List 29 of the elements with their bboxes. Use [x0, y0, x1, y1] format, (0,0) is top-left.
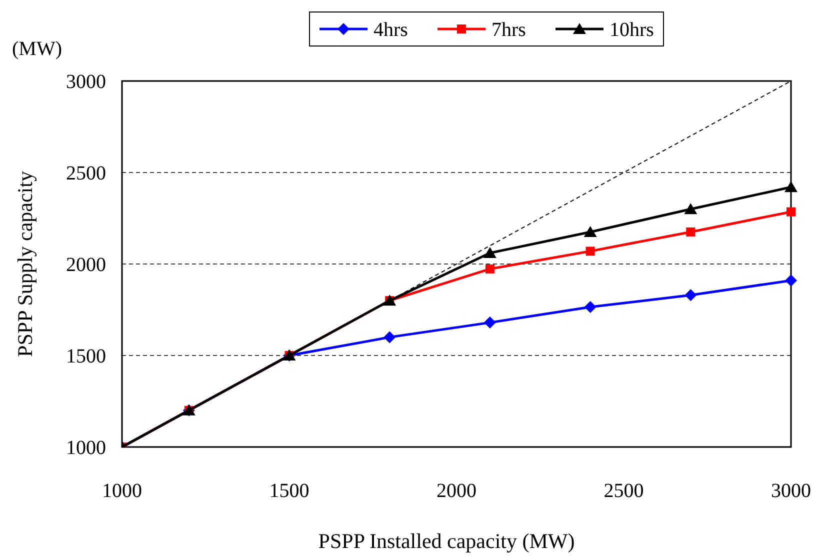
y-tick-label: 1500 [66, 346, 106, 368]
point [586, 246, 595, 256]
y-tick-label: 1000 [66, 437, 106, 459]
legend-label: 4hrs [374, 19, 408, 41]
x-tick-label: 2000 [436, 480, 476, 502]
point [483, 247, 496, 258]
x-tick-label: 1500 [269, 480, 310, 502]
point [686, 227, 696, 236]
point [484, 316, 496, 329]
x-tick-label: 2500 [604, 480, 644, 502]
x-tick-label: 1000 [102, 480, 142, 502]
x-tick-label: 3000 [771, 480, 811, 502]
point [485, 264, 494, 274]
text: (MW) [12, 38, 62, 60]
y-tick-label: 3000 [66, 71, 106, 93]
point [584, 301, 596, 314]
point [384, 331, 396, 344]
point [786, 207, 796, 216]
y-tick-label: 2500 [66, 162, 106, 184]
point [784, 181, 798, 192]
legend-label: 10hrs [610, 19, 654, 41]
y-tick-label: 2000 [66, 254, 106, 276]
point [684, 203, 698, 214]
point [684, 289, 697, 302]
legend-label: 7hrs [492, 19, 526, 41]
x-axis-title: PSPP Installed capacity (MW) [318, 529, 575, 553]
point [584, 226, 597, 237]
point [785, 274, 797, 286]
y-axis-title: PSPP Supply capacity [13, 170, 37, 357]
